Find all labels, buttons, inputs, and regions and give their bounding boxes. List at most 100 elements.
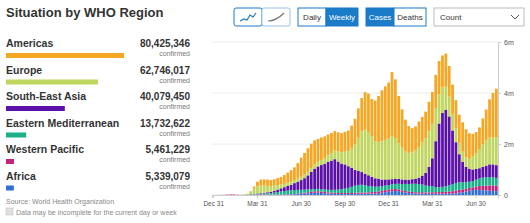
region-total: 80,425,346	[140, 38, 190, 49]
bar	[492, 138, 495, 165]
button-frame[interactable]	[326, 8, 358, 26]
bar	[364, 174, 367, 185]
region-row: Africa5,339,079confirmed	[6, 170, 190, 191]
bar	[219, 194, 222, 195]
bar	[313, 193, 316, 195]
toggle-button[interactable]: Daily	[298, 8, 326, 26]
button-label[interactable]: Deaths	[397, 13, 422, 22]
bar	[481, 119, 484, 145]
button-frame[interactable]	[394, 8, 426, 26]
bar	[226, 194, 229, 195]
bar	[360, 98, 363, 131]
button-icon[interactable]	[268, 13, 284, 21]
bar	[236, 194, 239, 195]
button-label[interactable]: Cases	[369, 13, 392, 22]
bar	[411, 184, 414, 192]
bar	[276, 192, 279, 195]
confirmed-label: confirmed	[159, 50, 190, 57]
bar	[444, 110, 447, 187]
button-frame[interactable]	[234, 8, 262, 26]
dropdown-frame[interactable]	[434, 8, 524, 26]
bar	[401, 192, 404, 195]
bar	[249, 194, 252, 195]
button-label[interactable]: Daily	[303, 13, 321, 22]
bar	[475, 187, 478, 190]
bar	[310, 172, 313, 189]
bar	[397, 179, 400, 184]
toggle-button[interactable]: Weekly	[326, 8, 358, 26]
bar	[404, 191, 407, 192]
line-view-button[interactable]	[262, 8, 290, 26]
bar	[414, 184, 417, 192]
bar	[276, 190, 279, 192]
bar	[216, 194, 219, 195]
bar	[492, 164, 495, 177]
bar	[418, 178, 421, 184]
bar	[283, 187, 286, 191]
bar	[270, 186, 273, 192]
bar	[471, 181, 474, 187]
bar	[492, 93, 495, 138]
x-tick-mark	[213, 195, 214, 198]
bar	[451, 85, 454, 114]
y-tick: 2m	[498, 141, 514, 148]
bar	[444, 54, 447, 87]
bar	[475, 169, 478, 180]
bar	[360, 185, 363, 193]
bar	[421, 142, 424, 175]
bar	[320, 189, 323, 191]
button-label[interactable]: Weekly	[329, 13, 355, 22]
bar	[340, 194, 343, 195]
bar	[364, 92, 367, 129]
bar	[344, 193, 347, 194]
bar	[229, 195, 232, 196]
bar	[475, 190, 478, 195]
bar	[374, 193, 377, 195]
bar	[401, 179, 404, 184]
bar	[320, 165, 323, 189]
bar	[259, 193, 262, 194]
bar	[300, 158, 303, 177]
bar	[394, 179, 397, 184]
region-total: 62,746,017	[140, 65, 190, 76]
source: Source: World Health Organization	[6, 198, 114, 206]
scale-dropdown[interactable]: Count	[434, 8, 524, 26]
bar-view-button[interactable]	[234, 8, 262, 26]
button-frame[interactable]	[298, 8, 326, 26]
region-name: South-East Asia	[6, 90, 86, 102]
bar	[488, 191, 491, 195]
x-tick: Mar 31	[422, 195, 443, 207]
bar	[478, 127, 481, 149]
button-frame[interactable]	[366, 8, 394, 26]
bar	[384, 190, 387, 192]
toggle-button[interactable]: Deaths	[394, 8, 426, 26]
bar	[327, 162, 330, 190]
bar	[330, 190, 333, 193]
bar	[391, 191, 394, 195]
bar	[431, 194, 434, 195]
bar	[340, 164, 343, 190]
dropdown-chevron[interactable]	[511, 15, 519, 19]
dropdown-label[interactable]: Count	[440, 13, 462, 22]
bar	[357, 138, 360, 171]
bar	[310, 192, 313, 193]
bar	[273, 179, 276, 185]
confirmed-label: confirmed	[159, 183, 190, 190]
bar	[253, 194, 256, 195]
bar	[411, 152, 414, 179]
bar	[354, 170, 357, 186]
bar	[290, 182, 293, 185]
bar	[461, 152, 464, 162]
bar	[357, 185, 360, 193]
button-icon[interactable]	[240, 13, 256, 21]
bar	[404, 192, 407, 195]
bar	[293, 180, 296, 183]
bar	[263, 194, 266, 195]
bar	[404, 152, 407, 180]
toggle-button[interactable]: Cases	[366, 8, 394, 26]
bar	[441, 194, 444, 195]
bar	[226, 194, 229, 195]
x-tick-mark	[388, 195, 389, 198]
region-list: Americas80,425,346confirmedEurope62,746,…	[6, 37, 190, 191]
button-frame[interactable]	[262, 8, 290, 26]
